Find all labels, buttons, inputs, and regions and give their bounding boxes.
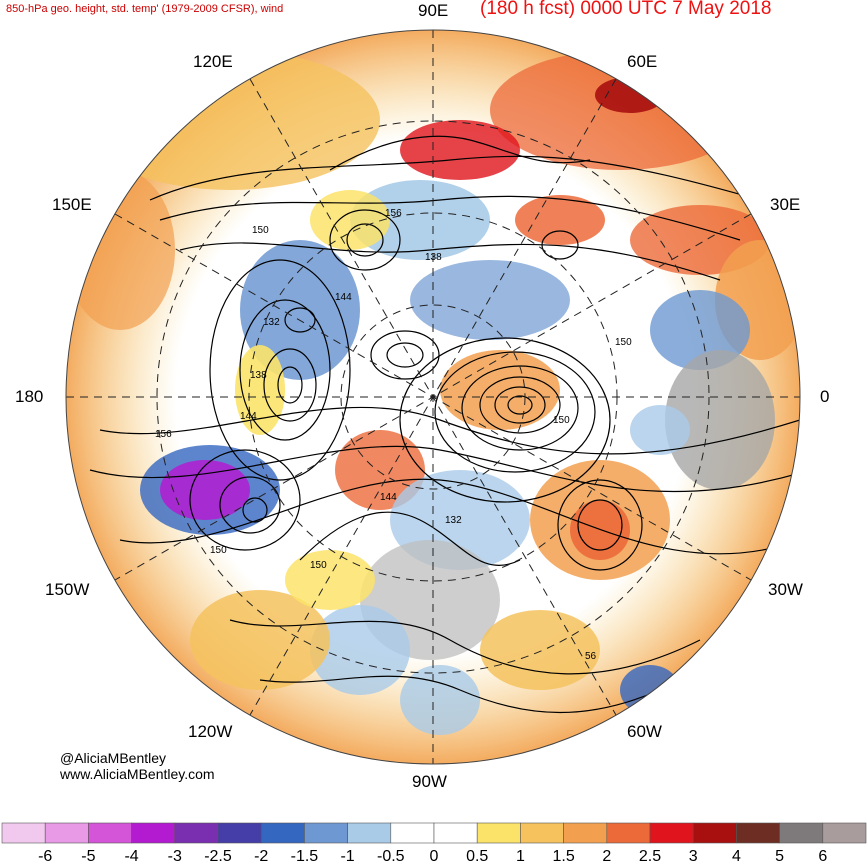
lon-label-30w: 30W [768,580,803,599]
colorbar-swatch [779,822,824,844]
lon-label-120w: 120W [188,722,233,741]
colorbar-label: -1.5 [291,848,319,865]
lon-label-120e: 120E [193,52,233,71]
lon-label-60w: 60W [627,722,662,741]
credit-twitter: @AliciaMBentley [60,750,167,766]
colorbar-label: -0.5 [377,848,405,865]
colorbar-swatch [649,822,694,844]
lon-label-150e: 150E [52,195,92,214]
colorbar-swatches [1,822,867,844]
colorbar-swatch [347,822,392,844]
temperature-anomaly-shading [66,50,800,735]
credit-website: www.AliciaMBentley.com [60,766,215,782]
colorbar-swatch [174,822,219,844]
polar-map: 150 156 138 144 132 138 144 156 150 150 … [65,29,801,765]
contour-label: 156 [155,429,172,440]
contour-label: 156 [385,208,402,219]
contour-label: 150 [252,225,269,236]
contour-label: 150 [210,545,227,556]
colorbar-labels: -6 -5 -4 -3 -2.5 -2 -1.5 -1 -0.5 0 0.5 1 1.5 2 2.5 3 4 5 6 [38,848,827,865]
colorbar-label: -1 [340,848,354,865]
contour-label: 150 [310,560,327,571]
colorbar-label: -2.5 [204,848,232,865]
colorbar: -6 -5 -4 -3 -2.5 -2 -1.5 -1 -0.5 0 0.5 1 1.5 2 2.5 3 4 5 6 [1,822,867,865]
colorbar-label: -2 [254,848,268,865]
contour-label: 144 [380,492,397,503]
colorbar-swatch [217,822,262,844]
lon-label-0: 0 [820,387,830,406]
colorbar-label: -3 [168,848,182,865]
contour-label: 150 [553,415,570,426]
geopotential-height-contours [89,135,800,713]
contour-labels: 150 156 138 144 132 138 144 156 150 150 … [155,208,632,662]
colorbar-label: -5 [81,848,95,865]
lon-label-60e: 60E [627,52,658,71]
colorbar-label: 2 [602,848,611,865]
colorbar-swatch [88,822,132,844]
colorbar-label: 0 [430,848,439,865]
colorbar-swatch [606,822,651,844]
lon-label-90e: 90E [418,1,449,20]
colorbar-label: 6 [818,848,827,865]
lon-label-90w: 90W [412,772,447,791]
map-title: 850-hPa geo. height, std. temp' (1979-20… [6,3,284,15]
colorbar-swatch [692,822,737,844]
colorbar-swatch [390,822,435,844]
colorbar-swatch [476,822,521,844]
map-boundary [65,29,801,765]
map-disk [66,30,800,764]
colorbar-swatch [563,822,608,844]
colorbar-swatch [131,822,176,844]
colorbar-swatch [822,822,867,844]
contour-label: 132 [445,515,462,526]
contour-label: 132 [263,317,280,328]
lon-label-150w: 150W [45,580,90,599]
colorbar-label: -6 [38,848,52,865]
forecast-time-title: (180 h fcst) 0000 UTC 7 May 2018 [480,0,772,19]
colorbar-swatch [1,822,46,844]
contour-label: 138 [425,252,442,263]
lon-label-30e: 30E [770,195,801,214]
contour-label: 56 [585,651,597,662]
colorbar-label: 1.5 [552,848,574,865]
colorbar-swatch [44,822,89,844]
graticule [66,30,800,764]
colorbar-swatch [736,822,780,844]
colorbar-swatch [304,822,348,844]
contour-label: 138 [250,370,267,381]
colorbar-swatch [433,822,478,844]
colorbar-label: 2.5 [639,848,661,865]
colorbar-label: -4 [124,848,138,865]
colorbar-label: 1 [516,848,525,865]
contour-label: 144 [335,292,352,303]
lon-label-180: 180 [15,387,44,406]
colorbar-label: 3 [689,848,698,865]
colorbar-label: 4 [732,848,741,865]
contour-label: 150 [615,337,632,348]
colorbar-label: 5 [775,848,784,865]
contour-label: 144 [240,411,257,422]
colorbar-swatch [260,822,305,844]
colorbar-swatch [520,822,564,844]
colorbar-label: 0.5 [466,848,488,865]
